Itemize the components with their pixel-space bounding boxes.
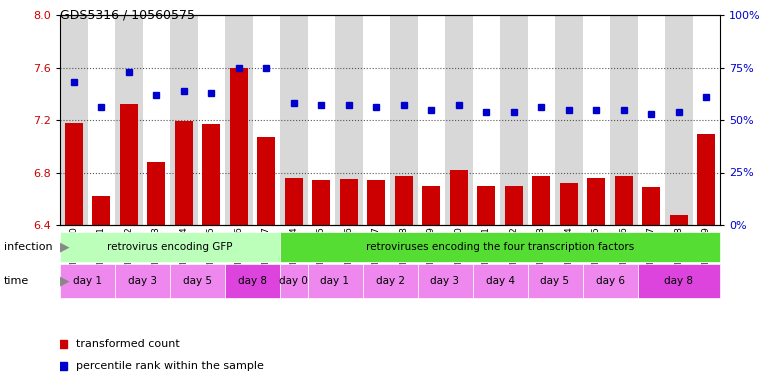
Bar (362, 264, 418, 298)
Text: retroviruses encoding the four transcription factors: retroviruses encoding the four transcrip… (366, 242, 634, 252)
Bar (115, 264, 170, 298)
Text: day 3: day 3 (431, 276, 460, 286)
Bar (285, 178, 303, 225)
Bar (473, 15, 500, 225)
Bar (615, 176, 632, 225)
Bar (230, 68, 247, 225)
Text: day 5: day 5 (540, 276, 569, 286)
Text: day 6: day 6 (596, 276, 625, 286)
Bar (505, 185, 523, 225)
Text: day 4: day 4 (486, 276, 514, 286)
Text: day 8: day 8 (664, 276, 693, 286)
Bar (335, 15, 362, 225)
Bar (638, 15, 665, 225)
Bar (560, 183, 578, 225)
Text: percentile rank within the sample: percentile rank within the sample (77, 361, 264, 371)
Bar (312, 180, 330, 225)
Text: day 0: day 0 (279, 276, 308, 286)
Text: day 5: day 5 (183, 276, 212, 286)
Bar (697, 134, 715, 225)
Text: time: time (4, 276, 29, 286)
Bar (670, 215, 688, 225)
Bar (368, 180, 385, 225)
Bar (395, 176, 412, 225)
Bar (225, 15, 253, 225)
Text: day 8: day 8 (238, 276, 267, 286)
Bar (198, 15, 225, 225)
Text: day 1: day 1 (73, 276, 102, 286)
Bar (422, 185, 440, 225)
Bar (665, 15, 693, 225)
Bar (418, 264, 473, 298)
Bar (280, 264, 307, 298)
Bar (362, 15, 390, 225)
Bar (532, 176, 550, 225)
Text: day 3: day 3 (128, 276, 157, 286)
Bar (642, 187, 661, 225)
Text: infection: infection (4, 242, 53, 252)
Bar (92, 196, 110, 225)
Bar (280, 15, 307, 225)
Bar (257, 137, 275, 225)
Bar (280, 232, 720, 262)
Bar (65, 122, 83, 225)
Bar (445, 15, 473, 225)
Bar (418, 15, 445, 225)
Bar (148, 162, 165, 225)
Bar (170, 15, 198, 225)
Bar (582, 15, 610, 225)
Bar (450, 170, 468, 225)
Bar (555, 15, 582, 225)
Text: transformed count: transformed count (77, 339, 180, 349)
Bar (527, 264, 582, 298)
Text: ▶: ▶ (56, 240, 70, 253)
Bar (582, 264, 638, 298)
Bar (587, 178, 605, 225)
Bar (119, 104, 138, 225)
Bar (693, 15, 720, 225)
Bar (477, 185, 495, 225)
Bar (60, 264, 115, 298)
Bar (60, 15, 88, 225)
Bar (202, 124, 220, 225)
Bar (307, 264, 362, 298)
Text: retrovirus encoding GFP: retrovirus encoding GFP (107, 242, 233, 252)
Text: ▶: ▶ (56, 275, 70, 288)
Bar (307, 15, 335, 225)
Text: day 2: day 2 (375, 276, 405, 286)
Bar (500, 15, 527, 225)
Bar (527, 15, 555, 225)
Bar (390, 15, 418, 225)
Bar (225, 264, 280, 298)
Bar (175, 121, 193, 225)
Bar (638, 264, 720, 298)
Bar (88, 15, 115, 225)
Text: GDS5316 / 10560575: GDS5316 / 10560575 (60, 8, 195, 21)
Bar (340, 179, 358, 225)
Text: day 1: day 1 (320, 276, 349, 286)
Bar (170, 264, 225, 298)
Bar (473, 264, 527, 298)
Bar (60, 232, 280, 262)
Bar (253, 15, 280, 225)
Bar (610, 15, 638, 225)
Bar (142, 15, 170, 225)
Bar (115, 15, 142, 225)
